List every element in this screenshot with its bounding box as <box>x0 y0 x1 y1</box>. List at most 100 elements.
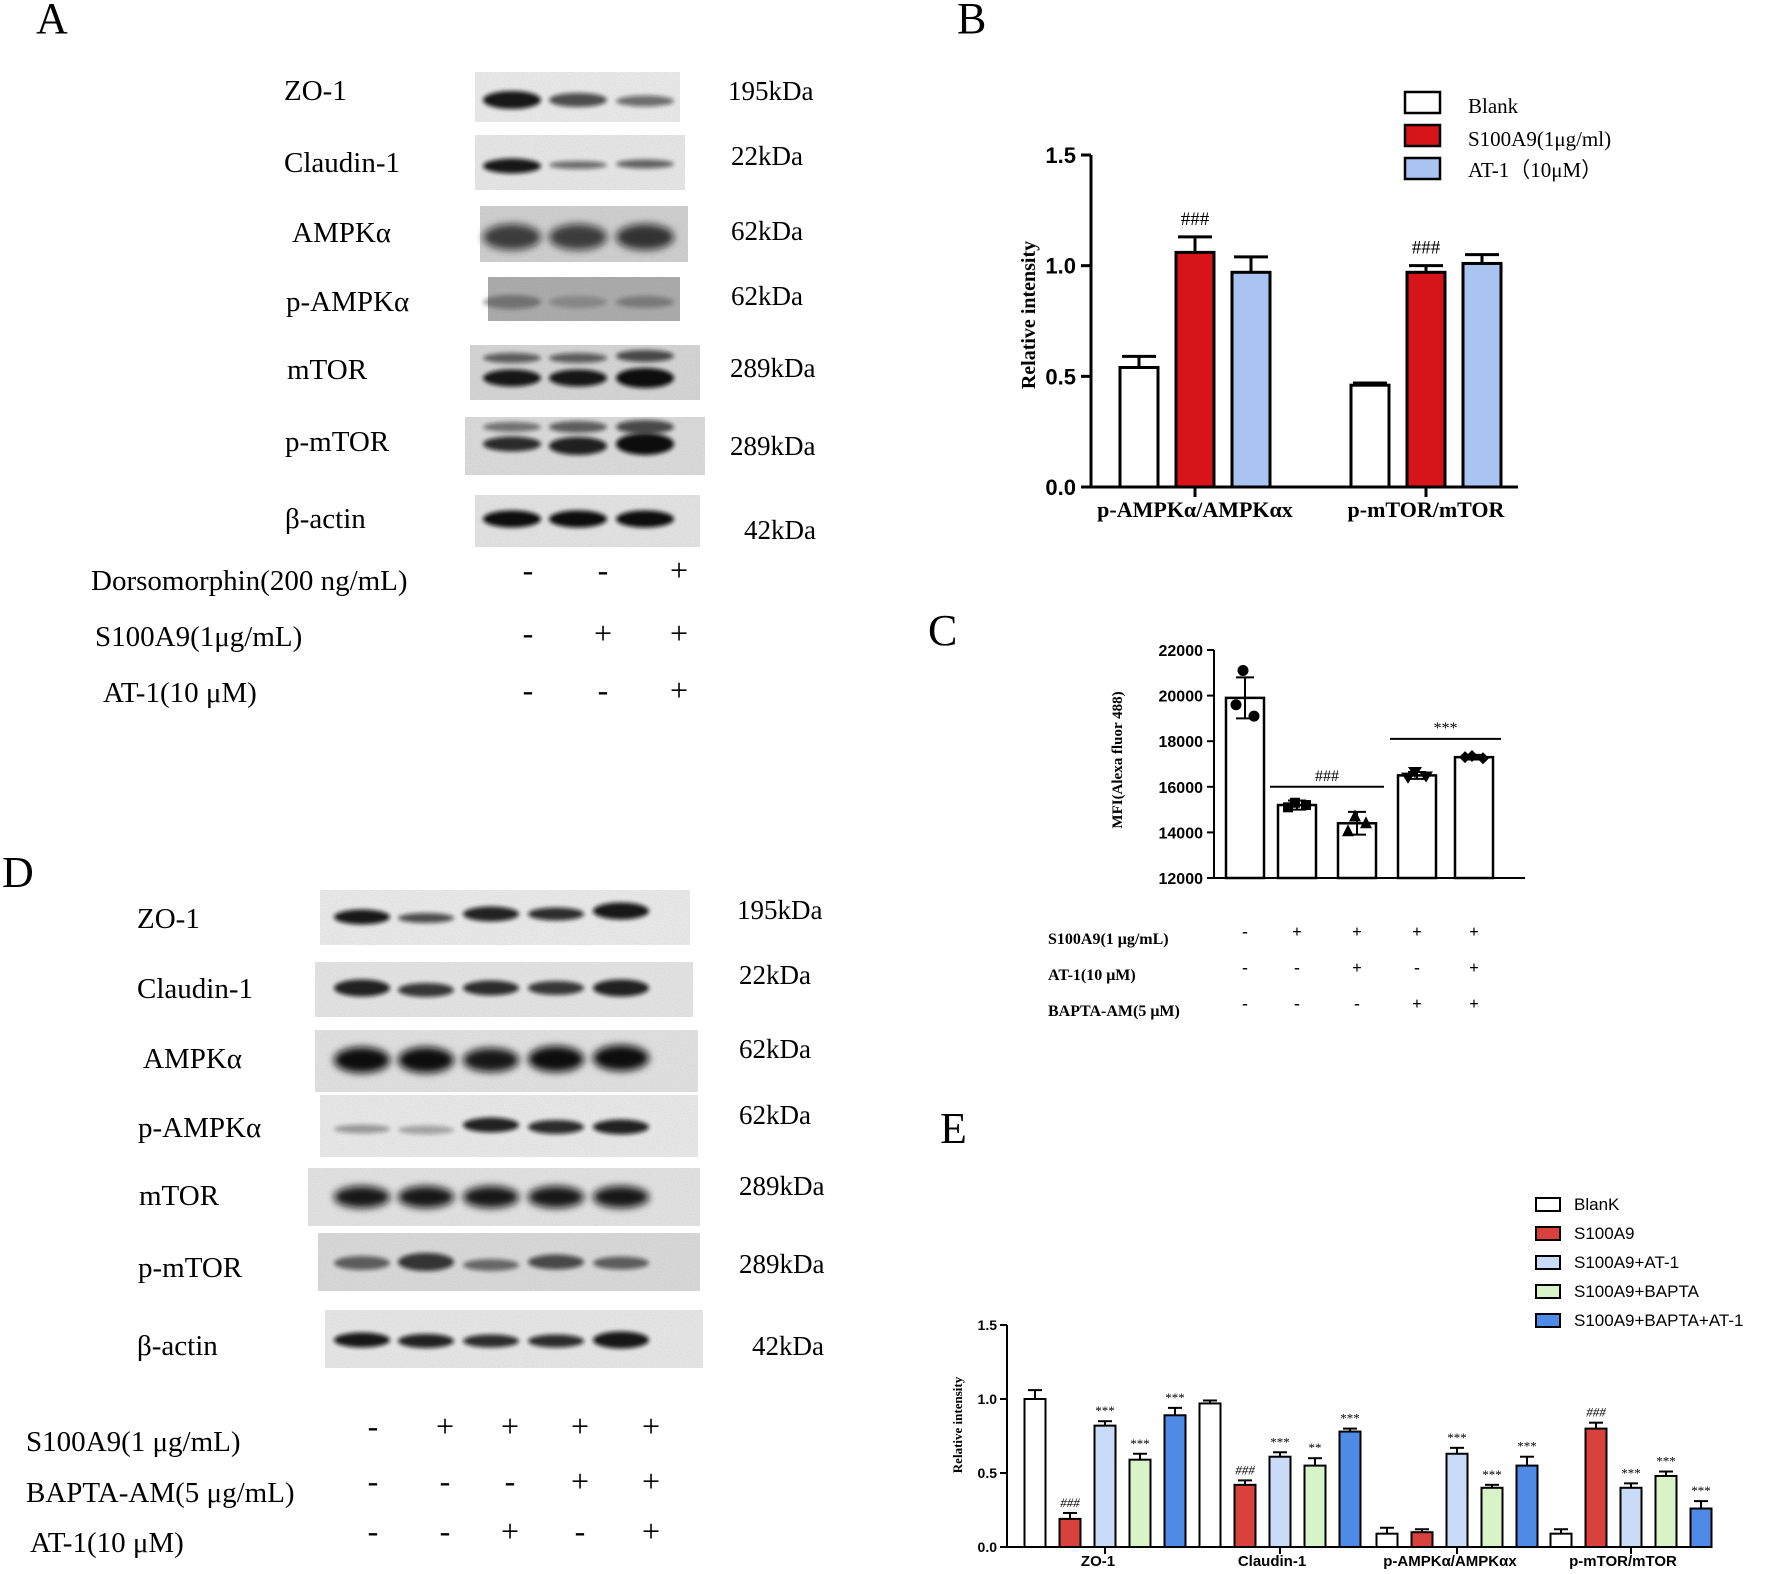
chart-c-ytick-label-5: 22000 <box>1159 643 1204 660</box>
treatment-a-dorsomorphin-label: Dorsomorphin(200 ng/mL) <box>91 565 408 597</box>
chart-e-annotation-1-4: *** <box>1340 1411 1360 1426</box>
chart-c-bar-3 <box>1396 774 1438 880</box>
blot-d-band-5-4 <box>593 1256 649 1270</box>
chart-e-bar-3-2 <box>1619 1486 1643 1549</box>
chart-b-legend: Blank S100A9(1μg/ml) AT-1（10μM） <box>1403 90 1611 182</box>
chart-e-annotation-2-3: *** <box>1482 1467 1502 1482</box>
chart-e-annotation-1-1: ### <box>1235 1462 1255 1477</box>
chart-c-bar-0 <box>1224 696 1266 880</box>
chart-e-legend-label-4: S100A9+BAPTA+AT-1 <box>1574 1311 1743 1330</box>
chart-e-legend-label-1: S100A9 <box>1574 1224 1635 1243</box>
chart-b-annotation-1: ### <box>1412 238 1441 259</box>
blot-d-label-p-ampka: p-AMPKα <box>138 1112 261 1144</box>
treatment-c-sign-1-1: - <box>1294 958 1300 977</box>
blot-a-band-2-0 <box>483 224 541 250</box>
chart-e-annotation-3-4: *** <box>1691 1483 1711 1498</box>
blot-a-band-5-0 <box>483 422 541 432</box>
blot-d-band-4-0 <box>334 1186 390 1208</box>
blot-d-band-2-2 <box>463 1048 519 1072</box>
treatment-a-signs: - - + - + + - - + <box>523 552 688 708</box>
chart-e-bar-0-1 <box>1058 1517 1082 1549</box>
chart-b-legend-swatch-at1 <box>1403 156 1442 181</box>
blot-d-band-5-0 <box>334 1256 390 1270</box>
blot-d-band-5-2 <box>463 1259 519 1271</box>
blot-d-kda-p-ampka: 62kDa <box>739 1100 811 1130</box>
chart-e-bar-2-4 <box>1515 1464 1539 1548</box>
chart-e-annotation-0-2: *** <box>1095 1403 1115 1418</box>
chart-e-bar-0-3 <box>1128 1458 1152 1549</box>
blot-d-band-2-3 <box>528 1046 584 1072</box>
treatment-a-sign-0-0: - <box>523 552 534 588</box>
blot-d-band-2-0 <box>334 1047 390 1073</box>
blot-a-band-4-1 <box>549 353 607 363</box>
treatment-d-sign-1-1: - <box>440 1463 451 1499</box>
blot-d-band-1-4 <box>593 979 649 997</box>
treatment-c-sign-2-0: - <box>1242 994 1248 1013</box>
chart-c-ytick-label-2: 16000 <box>1159 780 1204 797</box>
blot-a-band-1-2 <box>616 159 674 169</box>
chart-c-point-1-0 <box>1290 797 1300 808</box>
panel-letter-e: E <box>940 1104 967 1153</box>
treatment-c-at1-label: AT-1(10 μM) <box>1048 967 1136 984</box>
blot-d-images <box>308 890 703 1368</box>
blot-a-band-p-mtor-lower-2 <box>616 433 674 455</box>
chart-b-annotation-0: ### <box>1181 209 1210 230</box>
panel-letter-d: D <box>2 848 34 897</box>
chart-c-point-1-2 <box>1301 800 1311 811</box>
treatment-a-sign-1-0: - <box>523 615 534 651</box>
blot-d-band-0-3 <box>528 907 584 921</box>
blot-d-label-p-mtor: p-mTOR <box>138 1252 243 1284</box>
chart-b-category-1: p-mTOR/mTOR <box>1348 497 1506 522</box>
blot-d-label-zo1: ZO-1 <box>137 903 200 935</box>
blot-d-band-0-0 <box>334 909 390 925</box>
chart-b-ylabel: Relative intensity <box>1018 241 1040 389</box>
blot-d-label-b-actin: β-actin <box>137 1330 218 1362</box>
blot-a-label-p-ampka: p-AMPKα <box>286 286 409 318</box>
chart-c-marks: 12000 14000 16000 18000 20000 22000 ### *** <box>1159 643 1525 888</box>
chart-e-legend-swatch-1 <box>1535 1226 1561 1241</box>
chart-e-legend-swatch-3 <box>1535 1284 1561 1299</box>
blot-a-band-mtor-lower-0 <box>483 369 541 387</box>
blot-a-kda-ampka: 62kDa <box>731 216 803 246</box>
treatment-c-signs: - + + + + - - + - + - - - + + <box>1242 922 1479 1013</box>
chart-e-category-3: p-mTOR/mTOR <box>1569 1553 1677 1570</box>
blot-a-band-4-2 <box>616 350 674 362</box>
chart-c-point-0-1 <box>1230 699 1242 711</box>
chart-b-bar-0-0 <box>1118 365 1160 489</box>
chart-e-bar-3-3 <box>1654 1474 1678 1548</box>
chart-e-bar-3-0 <box>1549 1532 1573 1549</box>
blot-a-band-3-1 <box>549 296 607 308</box>
blot-d-band-1-0 <box>334 979 390 997</box>
treatment-d-s100a9-label: S100A9(1 μg/mL) <box>26 1426 241 1458</box>
blot-a-band-2-1 <box>549 224 607 250</box>
chart-c-ytick-label-0: 12000 <box>1159 871 1204 888</box>
chart-b-ytick-label-3: 1.5 <box>1045 143 1076 168</box>
treatment-a-sign-0-2: + <box>670 552 688 588</box>
chart-e-ytick-label-0: 0.0 <box>978 1539 998 1555</box>
blot-d-band-3-0 <box>334 1124 390 1134</box>
chart-e-bar-2-2 <box>1445 1452 1469 1549</box>
chart-e-annotation-2-2: *** <box>1447 1430 1467 1445</box>
chart-e-bar-2-3 <box>1480 1486 1504 1549</box>
blot-a-band-mtor-lower-1 <box>549 369 607 387</box>
chart-c-point-3-2 <box>1419 771 1433 783</box>
blot-d-band-4-4 <box>593 1186 649 1208</box>
chart-b-ytick-label-2: 1.0 <box>1045 254 1076 279</box>
chart-b-bar-1-0 <box>1349 383 1391 489</box>
chart-e-bar-1-2 <box>1268 1455 1292 1548</box>
blot-d-band-1-3 <box>528 981 584 995</box>
blot-d-band-6-4 <box>593 1331 649 1349</box>
panel-d-western-blot: ZO-1 Claudin-1 AMPKα p-AMPKα mTOR p-mTOR… <box>26 890 824 1559</box>
blot-d-kda-b-actin: 42kDa <box>752 1331 824 1361</box>
blot-d-label-claudin1: Claudin-1 <box>137 973 253 1005</box>
chart-e-legend-swatch-2 <box>1535 1255 1561 1270</box>
blot-a-label-ampka: AMPKα <box>292 217 391 249</box>
treatment-a-sign-2-1: - <box>598 672 609 708</box>
chart-e-annotation-0-3: *** <box>1130 1436 1150 1451</box>
chart-e-annotation-3-2: *** <box>1621 1465 1641 1480</box>
chart-c-bar-1 <box>1276 803 1318 880</box>
blot-a-band-3-2 <box>616 296 674 308</box>
chart-e-bar-1-0 <box>1198 1402 1222 1548</box>
blot-a-label-zo1: ZO-1 <box>284 75 347 107</box>
chart-e-bar-1-3 <box>1303 1464 1327 1548</box>
